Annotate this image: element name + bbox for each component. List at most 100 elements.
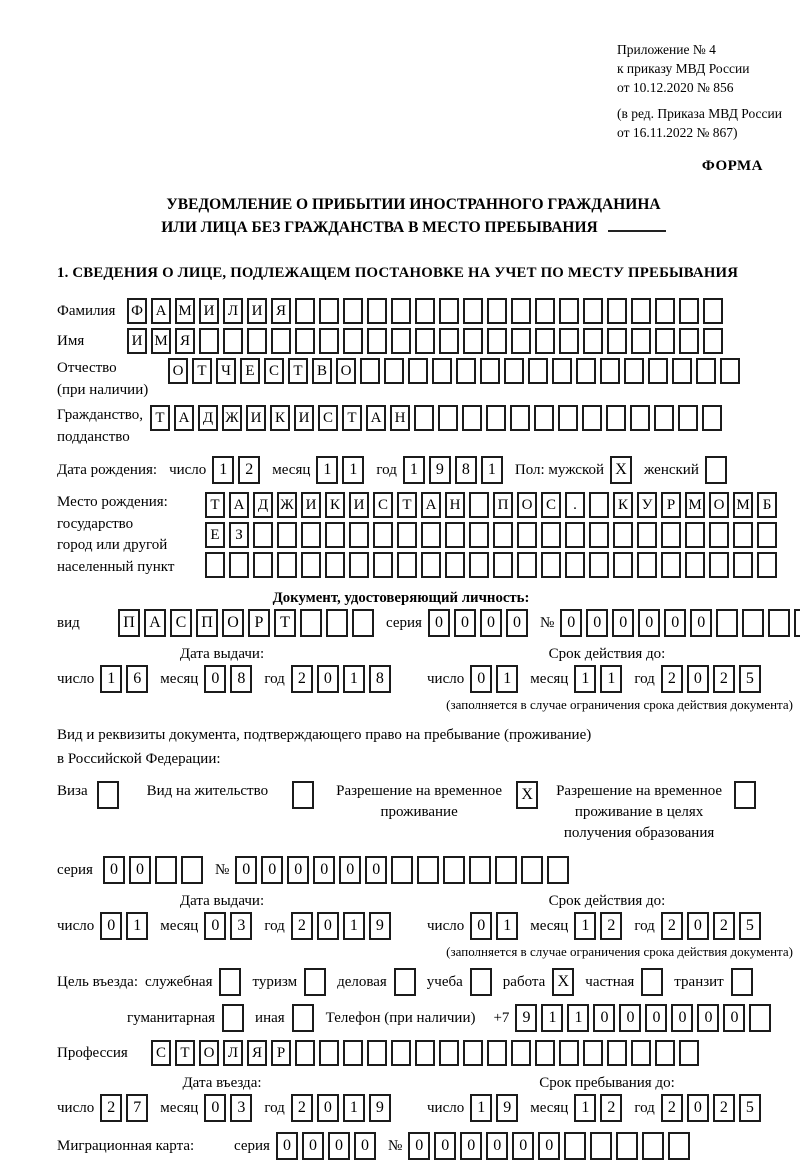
char-box[interactable] bbox=[589, 492, 609, 518]
char-box[interactable] bbox=[432, 358, 452, 384]
char-box[interactable] bbox=[391, 298, 411, 324]
char-box[interactable]: 5 bbox=[738, 665, 761, 693]
char-box[interactable] bbox=[679, 1040, 699, 1066]
char-box[interactable] bbox=[445, 552, 465, 578]
char-box[interactable] bbox=[589, 552, 609, 578]
char-box[interactable] bbox=[631, 1040, 651, 1066]
char-box[interactable] bbox=[384, 358, 404, 384]
char-box[interactable]: 0 bbox=[128, 856, 151, 884]
char-box[interactable] bbox=[495, 856, 518, 884]
char-box[interactable] bbox=[703, 328, 723, 354]
char-box[interactable]: 1 bbox=[567, 1004, 590, 1032]
char-box[interactable]: 0 bbox=[593, 1004, 616, 1032]
char-box[interactable] bbox=[564, 1132, 587, 1160]
purpose-other-checkbox[interactable] bbox=[291, 1004, 314, 1032]
char-box[interactable] bbox=[463, 328, 483, 354]
char-box[interactable] bbox=[590, 1132, 613, 1160]
char-box[interactable]: Ф bbox=[127, 298, 147, 324]
char-box[interactable] bbox=[589, 522, 609, 548]
char-box[interactable]: 2 bbox=[660, 665, 683, 693]
char-box[interactable]: З bbox=[229, 522, 249, 548]
char-box[interactable]: Р bbox=[271, 1040, 291, 1066]
char-box[interactable]: 8 bbox=[454, 456, 477, 484]
char-box[interactable]: 1 bbox=[342, 665, 365, 693]
char-box[interactable] bbox=[319, 1040, 339, 1066]
char-box[interactable]: П bbox=[118, 609, 140, 637]
char-box[interactable]: Ж bbox=[222, 405, 242, 431]
char-box[interactable]: 0 bbox=[353, 1132, 376, 1160]
char-box[interactable] bbox=[631, 298, 651, 324]
char-box[interactable] bbox=[517, 552, 537, 578]
char-box[interactable]: 1 bbox=[541, 1004, 564, 1032]
char-box[interactable] bbox=[325, 552, 345, 578]
char-box[interactable] bbox=[742, 609, 765, 637]
char-box[interactable] bbox=[583, 328, 603, 354]
char-box[interactable]: 8 bbox=[368, 665, 391, 693]
char-box[interactable] bbox=[655, 298, 675, 324]
char-box[interactable] bbox=[607, 298, 627, 324]
char-box[interactable] bbox=[414, 405, 434, 431]
char-box[interactable]: 0 bbox=[327, 1132, 350, 1160]
char-box[interactable]: 0 bbox=[586, 609, 609, 637]
char-box[interactable]: И bbox=[301, 492, 321, 518]
char-box[interactable] bbox=[541, 552, 561, 578]
char-box[interactable]: 0 bbox=[638, 609, 661, 637]
char-box[interactable]: С bbox=[170, 609, 192, 637]
char-box[interactable]: Е bbox=[240, 358, 260, 384]
char-box[interactable]: С bbox=[541, 492, 561, 518]
char-box[interactable] bbox=[607, 1040, 627, 1066]
char-box[interactable] bbox=[443, 856, 466, 884]
char-box[interactable]: 0 bbox=[671, 1004, 694, 1032]
char-box[interactable] bbox=[679, 298, 699, 324]
char-box[interactable]: 0 bbox=[287, 856, 310, 884]
char-box[interactable] bbox=[415, 298, 435, 324]
char-box[interactable]: 0 bbox=[453, 609, 476, 637]
char-box[interactable]: 3 bbox=[230, 1094, 253, 1122]
char-box[interactable] bbox=[733, 522, 753, 548]
purpose-tourism-checkbox[interactable] bbox=[304, 968, 327, 996]
char-box[interactable]: У bbox=[637, 492, 657, 518]
temp-residence-edu-checkbox[interactable] bbox=[734, 781, 757, 809]
char-box[interactable]: 9 bbox=[515, 1004, 538, 1032]
char-box[interactable]: 5 bbox=[738, 912, 761, 940]
char-box[interactable] bbox=[352, 609, 374, 637]
char-box[interactable]: 0 bbox=[365, 856, 388, 884]
char-box[interactable]: Л bbox=[223, 298, 243, 324]
char-box[interactable] bbox=[445, 522, 465, 548]
char-box[interactable]: 0 bbox=[100, 912, 123, 940]
char-box[interactable] bbox=[624, 358, 644, 384]
char-box[interactable]: 0 bbox=[686, 912, 709, 940]
char-box[interactable] bbox=[510, 405, 530, 431]
char-box[interactable]: Е bbox=[205, 522, 225, 548]
char-box[interactable]: 0 bbox=[512, 1132, 535, 1160]
purpose-official-checkbox[interactable] bbox=[219, 968, 242, 996]
char-box[interactable] bbox=[504, 358, 524, 384]
char-box[interactable] bbox=[630, 405, 650, 431]
char-box[interactable]: Я bbox=[247, 1040, 267, 1066]
char-box[interactable]: 9 bbox=[368, 912, 391, 940]
char-box[interactable]: С bbox=[318, 405, 338, 431]
char-box[interactable]: 6 bbox=[126, 665, 149, 693]
char-box[interactable] bbox=[277, 522, 297, 548]
char-box[interactable] bbox=[565, 522, 585, 548]
char-box[interactable] bbox=[583, 1040, 603, 1066]
char-box[interactable] bbox=[642, 1132, 665, 1160]
char-box[interactable] bbox=[552, 358, 572, 384]
char-box[interactable]: Т bbox=[150, 405, 170, 431]
char-box[interactable]: 1 bbox=[574, 1094, 597, 1122]
char-box[interactable]: О bbox=[517, 492, 537, 518]
char-box[interactable]: 2 bbox=[290, 1094, 313, 1122]
char-box[interactable]: Т bbox=[192, 358, 212, 384]
char-box[interactable]: 1 bbox=[342, 456, 365, 484]
residence-permit-checkbox[interactable] bbox=[292, 781, 315, 809]
temp-residence-checkbox[interactable]: X bbox=[516, 781, 539, 809]
char-box[interactable] bbox=[600, 358, 620, 384]
char-box[interactable] bbox=[685, 552, 705, 578]
char-box[interactable] bbox=[229, 552, 249, 578]
char-box[interactable]: 0 bbox=[690, 609, 713, 637]
char-box[interactable]: 0 bbox=[313, 856, 336, 884]
char-box[interactable]: 0 bbox=[408, 1132, 431, 1160]
char-box[interactable] bbox=[547, 856, 570, 884]
char-box[interactable] bbox=[421, 522, 441, 548]
char-box[interactable] bbox=[559, 1040, 579, 1066]
